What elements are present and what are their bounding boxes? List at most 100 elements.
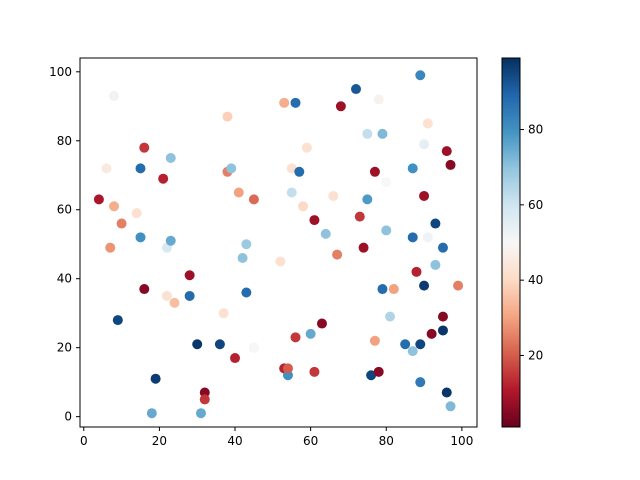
scatter-point	[146, 408, 157, 419]
scatter-point	[422, 232, 433, 243]
scatter-point	[358, 242, 369, 253]
scatter-point	[290, 97, 301, 108]
scatter-point	[373, 366, 384, 377]
scatter-point	[351, 84, 362, 95]
scatter-point	[411, 266, 422, 277]
scatter-point	[400, 339, 411, 350]
scatter-point	[282, 363, 293, 374]
y-tick-label: 60	[57, 203, 72, 217]
scatter-point	[305, 328, 316, 339]
scatter-point	[381, 177, 392, 188]
scatter-point	[199, 387, 210, 398]
plot-frame	[79, 57, 478, 428]
scatter-point	[158, 173, 169, 184]
scatter-point	[161, 290, 172, 301]
scatter-point	[165, 153, 176, 164]
colorbar-tick-label: 20	[528, 348, 543, 362]
scatter-point	[362, 128, 373, 139]
scatter-point	[354, 211, 365, 222]
scatter-point	[419, 280, 430, 291]
scatter-point	[369, 335, 380, 346]
scatter-point	[366, 370, 377, 381]
scatter-point	[309, 366, 320, 377]
scatter-point	[184, 270, 195, 281]
scatter-point	[309, 215, 320, 226]
colorbar	[501, 57, 521, 428]
x-tick-label: 60	[303, 434, 318, 448]
scatter-point	[407, 232, 418, 243]
scatter-point	[150, 373, 161, 384]
y-tick-label: 80	[57, 134, 72, 148]
x-tick-label: 80	[379, 434, 394, 448]
scatter-point	[169, 297, 180, 308]
scatter-point	[381, 225, 392, 236]
scatter-point	[430, 259, 441, 270]
scatter-point	[453, 280, 464, 291]
scatter-point	[248, 342, 259, 353]
scatter-point	[422, 118, 433, 129]
scatter-point	[230, 353, 241, 364]
y-tick-label: 100	[49, 65, 72, 79]
scatter-point	[214, 339, 225, 350]
scatter-point	[426, 328, 437, 339]
scatter-point	[445, 401, 456, 412]
colorbar-tick-label: 40	[528, 273, 543, 287]
scatter-point	[437, 311, 448, 322]
scatter-point	[430, 218, 441, 229]
scatter-point	[362, 194, 373, 205]
scatter-point	[195, 408, 206, 419]
scatter-point	[226, 163, 237, 174]
scatter-point	[101, 163, 112, 174]
scatter-point	[298, 201, 309, 212]
scatter-point	[316, 318, 327, 329]
colorbar-tick-label: 60	[528, 198, 543, 212]
y-tick-label: 40	[57, 272, 72, 286]
scatter-point	[385, 311, 396, 322]
scatter-point	[237, 253, 248, 264]
scatter-point	[335, 101, 346, 112]
scatter-point	[332, 249, 343, 260]
scatter-point	[116, 218, 127, 229]
scatter-point	[441, 146, 452, 157]
x-tick-label: 0	[80, 434, 88, 448]
scatter-point	[445, 159, 456, 170]
scatter-point	[415, 339, 426, 350]
scatter-point	[290, 332, 301, 343]
scatter-point	[199, 394, 210, 405]
scatter-point	[407, 163, 418, 174]
scatter-point	[441, 387, 452, 398]
scatter-point	[275, 256, 286, 267]
scatter-point	[93, 194, 104, 205]
scatter-point	[139, 142, 150, 153]
scatter-point	[419, 139, 430, 150]
scatter-point	[109, 90, 120, 101]
scatter-point	[320, 228, 331, 239]
scatter-point	[294, 166, 305, 177]
scatter-point	[415, 377, 426, 388]
scatter-point	[233, 187, 244, 198]
colorbar-axis: 20 40 60 80	[520, 123, 543, 362]
scatter-point	[301, 142, 312, 153]
scatter-point	[377, 284, 388, 295]
scatter-point	[248, 194, 259, 205]
y-axis: 0 20 40 60 80 100	[49, 65, 80, 424]
scatter-point	[192, 339, 203, 350]
scatter-point	[218, 308, 229, 319]
x-tick-label: 20	[152, 434, 167, 448]
scatter-point	[415, 70, 426, 81]
scatter-point	[165, 235, 176, 246]
scatter-point	[279, 97, 290, 108]
scatter-point	[135, 232, 146, 243]
scatter-point	[377, 128, 388, 139]
scatter-point	[437, 242, 448, 253]
points-layer	[93, 70, 464, 419]
scatter-point	[109, 201, 120, 212]
scatter-point	[419, 190, 430, 201]
x-axis: 0 20 40 60 80 100	[80, 427, 473, 448]
colorbar-tick-label: 80	[528, 123, 543, 137]
scatter-point	[135, 163, 146, 174]
scatter-point	[282, 370, 293, 381]
scatter-point	[222, 111, 233, 122]
scatter-point	[437, 325, 448, 336]
